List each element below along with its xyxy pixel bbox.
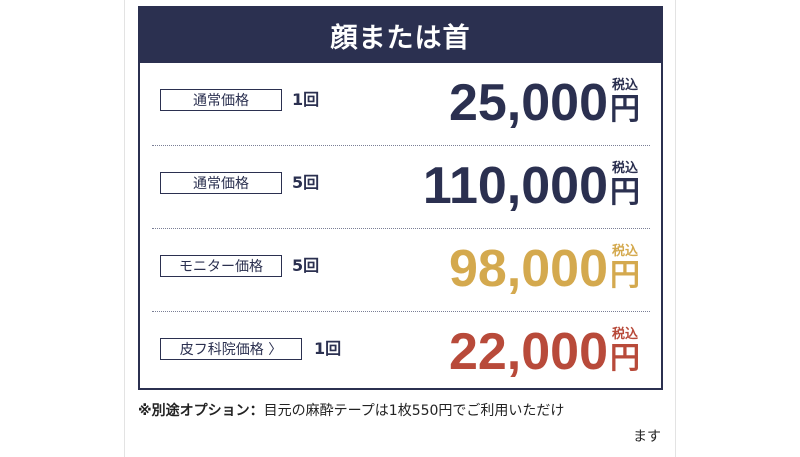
price-row-1: 通常価格 1回 25,000 税込 円 — [156, 65, 646, 135]
yen-label: 円 — [610, 341, 640, 376]
tax-included-label: 税込 — [611, 327, 638, 342]
price-unit: 税込 円 — [608, 245, 642, 293]
session-count: 1回 — [314, 339, 342, 358]
price-card: 顔または首 通常価格 1回 25,000 税込 円 通常価格 5回 110,00… — [138, 6, 663, 390]
row-divider — [152, 228, 650, 229]
price-row-4: 皮フ科院価格 〉 1回 22,000 税込 円 — [156, 314, 646, 384]
tax-included-label: 税込 — [611, 161, 638, 176]
price-value: 22,000 — [448, 323, 608, 381]
card-title: 顔または首 — [140, 8, 661, 63]
option-note: ※別途オプション：目元の麻酔テープは1枚550円でご利用いただけ ます — [138, 398, 663, 450]
session-count: 5回 — [292, 256, 320, 275]
yen-label: 円 — [610, 175, 640, 210]
row-divider — [152, 311, 650, 312]
tax-included-label: 税込 — [611, 78, 638, 93]
yen-label: 円 — [610, 258, 640, 293]
content-frame — [124, 0, 676, 457]
row-divider — [152, 145, 650, 146]
price-unit: 税込 円 — [608, 162, 642, 210]
price-tag: 通常価格 — [160, 89, 282, 111]
dermatology-price-link[interactable]: 皮フ科院価格 〉 — [160, 338, 302, 360]
option-note-lead: ※別途オプション： — [138, 403, 264, 419]
option-note-line1: 目元の麻酔テープは1枚550円でご利用いただけ — [263, 403, 565, 419]
price-value: 25,000 — [448, 74, 608, 132]
price-unit: 税込 円 — [608, 79, 642, 127]
price-row-2: 通常価格 5回 110,000 税込 円 — [156, 148, 646, 218]
price-tag: 通常価格 — [160, 172, 282, 194]
price-unit: 税込 円 — [608, 328, 642, 376]
option-note-line2: ます — [633, 429, 661, 445]
price-value: 98,000 — [448, 240, 608, 298]
yen-label: 円 — [610, 92, 640, 127]
price-tag: モニター価格 — [160, 255, 282, 277]
session-count: 5回 — [292, 173, 320, 192]
session-count: 1回 — [292, 90, 320, 109]
price-row-3: モニター価格 5回 98,000 税込 円 — [156, 231, 646, 301]
tax-included-label: 税込 — [611, 244, 638, 259]
price-value: 110,000 — [422, 157, 608, 215]
